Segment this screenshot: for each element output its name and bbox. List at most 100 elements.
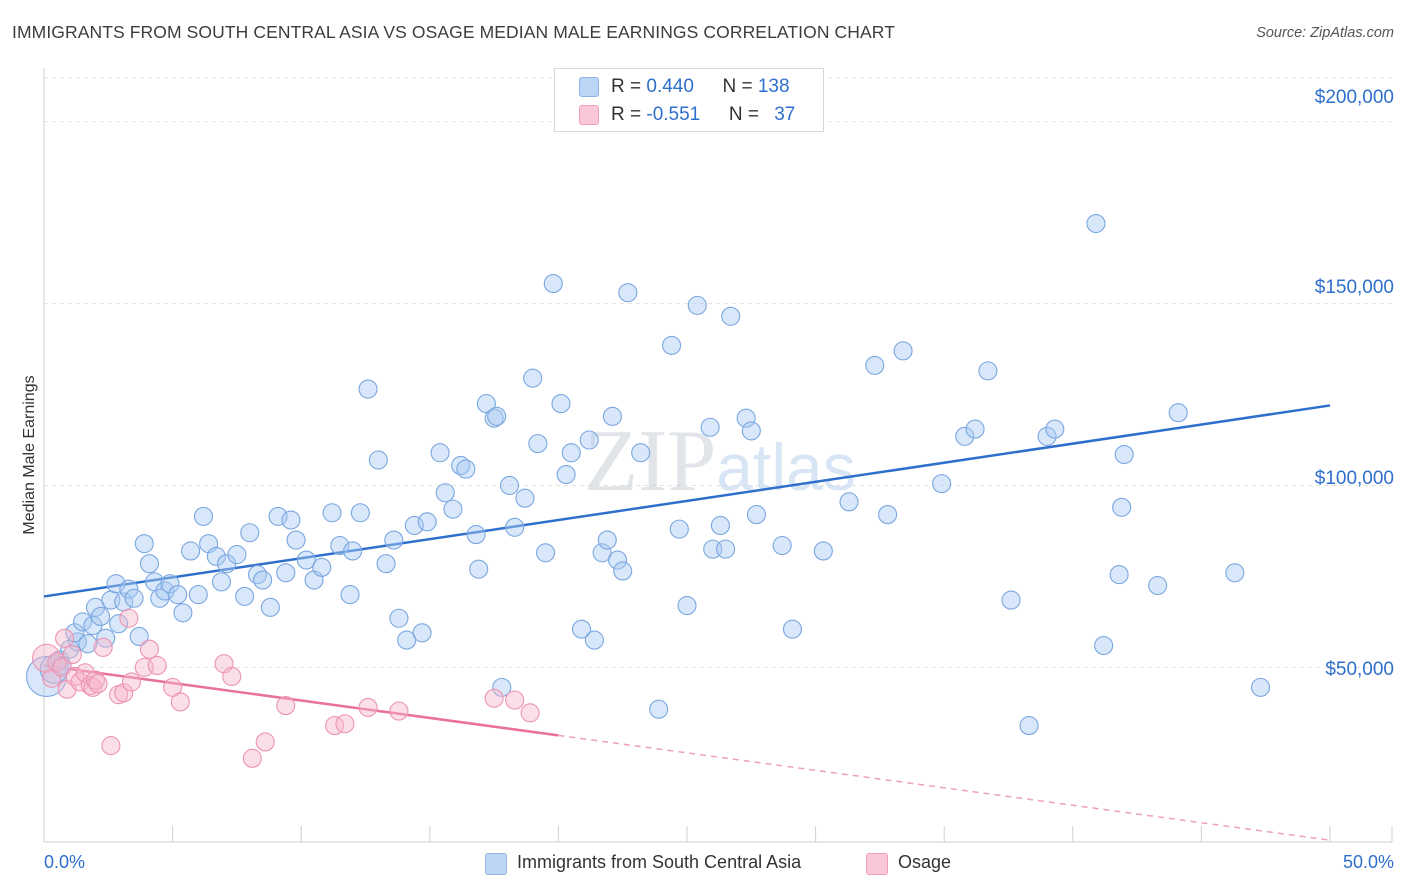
point-south-central-asia <box>397 630 417 650</box>
point-south-central-asia <box>240 523 260 543</box>
point-south-central-asia <box>602 406 622 426</box>
point-osage <box>93 637 113 657</box>
legend-swatch-blue <box>579 77 599 97</box>
point-south-central-asia <box>1225 563 1245 583</box>
point-osage <box>520 703 540 723</box>
legend-r-label: R = <box>611 76 647 97</box>
point-osage <box>505 690 525 710</box>
point-south-central-asia <box>1086 213 1106 234</box>
point-south-central-asia <box>662 335 682 355</box>
legend-row-blue: R = 0.440 N = 138 <box>555 73 823 99</box>
point-south-central-asia <box>85 597 105 617</box>
point-south-central-asia <box>340 585 360 605</box>
legend-n-value: 37 <box>774 104 796 125</box>
point-south-central-asia <box>91 606 111 626</box>
point-south-central-asia <box>286 530 306 550</box>
point-osage <box>114 683 134 703</box>
y-tick-label-100k: $100,000 <box>1314 468 1394 489</box>
point-south-central-asia <box>618 283 638 303</box>
point-south-central-asia <box>1045 419 1065 439</box>
point-south-central-asia <box>139 554 160 574</box>
point-south-central-asia <box>451 455 471 476</box>
point-south-central-asia <box>211 572 232 592</box>
y-tick-label-50k: $50,000 <box>1325 659 1394 680</box>
point-south-central-asia <box>1037 426 1057 446</box>
point-south-central-asia <box>296 550 316 570</box>
point-south-central-asia <box>523 368 543 388</box>
point-osage <box>276 696 296 716</box>
point-south-central-asia <box>65 623 85 643</box>
point-south-central-asia <box>160 574 180 594</box>
point-south-central-asia <box>350 503 370 523</box>
point-south-central-asia <box>193 506 214 526</box>
point-south-central-asia <box>78 634 98 654</box>
legend-r-value: -0.551 <box>646 104 701 125</box>
point-south-central-asia <box>893 341 913 361</box>
point-south-central-asia <box>543 274 563 294</box>
watermark-zip: ZIP <box>584 413 716 510</box>
point-south-central-asia <box>384 530 404 550</box>
point-south-central-asia <box>551 394 571 414</box>
point-south-central-asia <box>736 408 756 428</box>
point-south-central-asia <box>247 565 268 585</box>
point-south-central-asia <box>965 419 985 439</box>
point-south-central-asia <box>1112 497 1132 517</box>
point-osage <box>147 656 167 676</box>
point-south-central-asia <box>571 619 592 639</box>
x-tick-label-min: 0.0% <box>44 852 86 872</box>
point-south-central-asia <box>368 450 388 470</box>
point-south-central-asia <box>649 699 669 719</box>
point-south-central-asia <box>978 361 998 381</box>
point-south-central-asia <box>330 535 350 556</box>
point-south-central-asia <box>404 515 424 536</box>
point-south-central-asia <box>515 488 535 508</box>
point-south-central-asia <box>268 506 288 526</box>
point-south-central-asia <box>134 534 154 554</box>
point-south-central-asia <box>412 623 432 643</box>
point-south-central-asia <box>173 603 193 623</box>
point-south-central-asia <box>168 585 188 605</box>
point-south-central-asia <box>435 483 455 503</box>
point-south-central-asia <box>608 550 628 570</box>
point-south-central-asia <box>1109 565 1129 585</box>
point-south-central-asia <box>1094 635 1114 656</box>
point-south-central-asia <box>73 612 93 632</box>
x-tick-label-max: 50.0% <box>1342 852 1394 872</box>
legend-swatch-pink <box>866 853 888 875</box>
point-osage <box>55 628 75 648</box>
point-south-central-asia <box>700 417 720 437</box>
trend-line-pink <box>43 664 559 737</box>
point-south-central-asia <box>710 515 730 536</box>
point-south-central-asia <box>1148 575 1168 596</box>
point-south-central-asia <box>129 626 149 646</box>
point-south-central-asia <box>492 677 512 697</box>
point-osage <box>65 666 85 687</box>
chart-title: IMMIGRANTS FROM SOUTH CENTRAL ASIA VS OS… <box>12 22 896 42</box>
point-osage <box>389 701 409 721</box>
point-south-central-asia <box>358 379 378 399</box>
point-south-central-asia <box>312 557 332 577</box>
point-south-central-asia <box>741 421 761 441</box>
point-south-central-asia <box>528 434 548 454</box>
point-south-central-asia <box>782 619 803 639</box>
point-south-central-asia <box>1168 403 1188 423</box>
legend-n-label: N = <box>728 104 765 125</box>
point-south-central-asia <box>1114 444 1134 465</box>
point-south-central-asia <box>181 541 201 561</box>
point-south-central-asia <box>1251 677 1271 697</box>
legend-r-label: R = <box>611 104 647 125</box>
grid-lines <box>44 77 1392 668</box>
point-south-central-asia <box>109 614 129 634</box>
point-south-central-asia <box>613 561 633 581</box>
point-south-central-asia <box>227 545 247 565</box>
point-south-central-asia <box>417 512 437 532</box>
axes <box>43 68 1393 843</box>
point-south-central-asia <box>466 525 486 545</box>
legend-r-value: 0.440 <box>646 76 694 97</box>
point-south-central-asia <box>839 492 859 512</box>
point-south-central-asia <box>499 475 520 496</box>
point-osage <box>335 714 355 734</box>
point-osage <box>255 732 275 752</box>
point-south-central-asia <box>469 559 489 579</box>
point-south-central-asia <box>188 585 208 605</box>
